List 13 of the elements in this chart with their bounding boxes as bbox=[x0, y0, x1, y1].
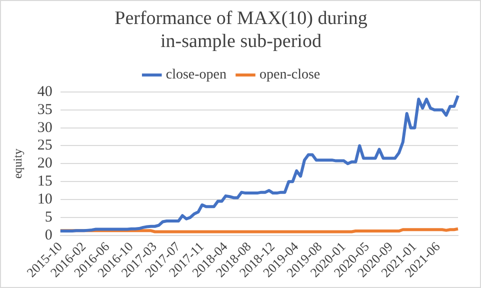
y-tick-label: 35 bbox=[37, 102, 52, 118]
legend-label: close-open bbox=[166, 68, 227, 83]
y-axis-title: equity bbox=[10, 148, 24, 179]
y-tick-label: 40 bbox=[37, 84, 52, 100]
y-tick-label: 10 bbox=[37, 191, 52, 208]
y-tick-label: 25 bbox=[37, 138, 52, 154]
y-tick-label: 15 bbox=[37, 174, 52, 190]
legend-label: open-close bbox=[260, 68, 320, 83]
y-tick-label: 5 bbox=[44, 209, 52, 226]
y-tick-label: 20 bbox=[37, 156, 52, 172]
chart-title: Performance of MAX(10) during in-sample sub-period bbox=[114, 7, 368, 53]
y-tick-label: 30 bbox=[37, 120, 52, 136]
y-tick-label: 0 bbox=[44, 227, 52, 244]
